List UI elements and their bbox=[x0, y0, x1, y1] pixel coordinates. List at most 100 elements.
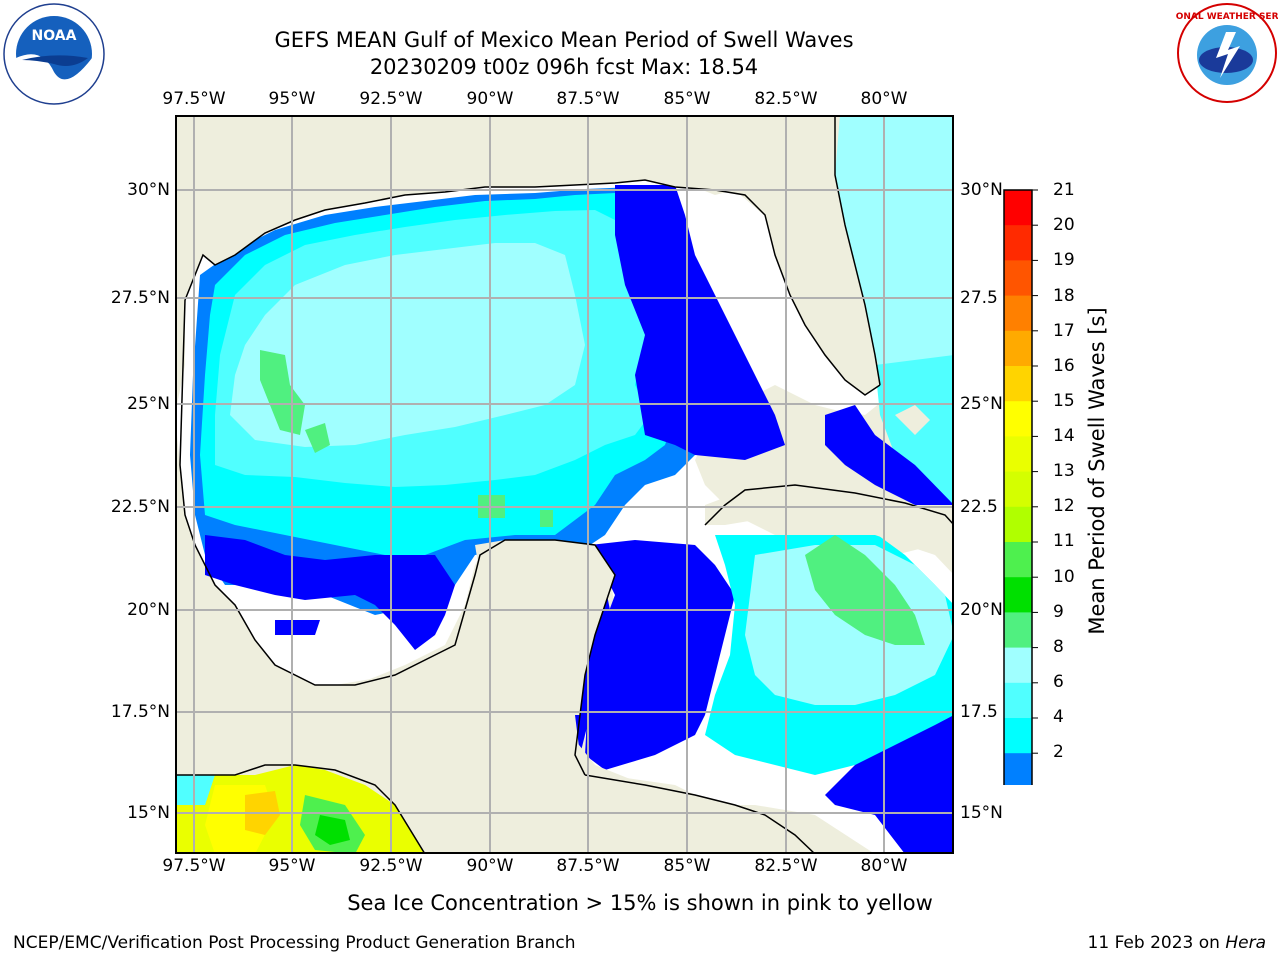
lon-tick-bottom: 85°W bbox=[663, 856, 711, 876]
lon-tick-bottom: 92.5°W bbox=[359, 856, 423, 876]
lon-tick-top: 80°W bbox=[860, 89, 908, 109]
colorbar-segment bbox=[1004, 401, 1032, 437]
pacific-swell-bright-green bbox=[315, 815, 350, 845]
colorbar-label: 14 bbox=[1053, 426, 1075, 446]
lon-tick-bottom: 82.5°W bbox=[754, 856, 818, 876]
colorbar-label: 19 bbox=[1053, 250, 1075, 270]
atlantic-swell-band-under-2 bbox=[825, 405, 954, 505]
colorbar-segment bbox=[1004, 225, 1032, 261]
colorbar-segment bbox=[1004, 436, 1032, 473]
chart-title-line2: 20230209 t00z 096h fcst Max: 18.54 bbox=[369, 55, 759, 79]
land-yucatan bbox=[475, 540, 615, 715]
colorbar-label: 11 bbox=[1053, 531, 1075, 551]
gulf-swell-band-under-2a bbox=[205, 535, 455, 650]
nws-logo-text: NATIONAL WEATHER SERVICE bbox=[1176, 12, 1278, 22]
colorbar-label: 12 bbox=[1053, 496, 1075, 516]
land-central-america bbox=[175, 645, 815, 854]
colorbar-segment bbox=[1004, 612, 1032, 649]
colorbar-title: Mean Period of Swell Waves [s] bbox=[1085, 307, 1109, 635]
colorbar-label: 20 bbox=[1053, 215, 1075, 235]
colorbar-label: 17 bbox=[1053, 321, 1075, 341]
lon-tick-top: 95°W bbox=[268, 89, 316, 109]
footer-host: Hera bbox=[1225, 933, 1266, 953]
lon-tick-top: 82.5°W bbox=[754, 89, 818, 109]
lat-tick-left: 20°N bbox=[127, 600, 170, 620]
colorbar-segment bbox=[1004, 366, 1032, 402]
lat-tick-right: 15°N bbox=[960, 803, 1003, 823]
gulf-swell-band-9-10d bbox=[540, 510, 553, 527]
lat-tick-left: 17.5°N bbox=[110, 702, 170, 722]
colorbar-segment bbox=[1004, 718, 1032, 754]
footer-credit: NCEP/EMC/Verification Post Processing Pr… bbox=[13, 933, 576, 953]
coastline-cuba bbox=[704, 484, 954, 526]
colorbar-label: 21 bbox=[1053, 180, 1075, 200]
colorbar-segment bbox=[1004, 753, 1032, 785]
caribbean-swell-band-8-9 bbox=[745, 545, 954, 705]
nws-logo: NATIONAL WEATHER SERVICE bbox=[1152, 2, 1280, 104]
colorbar-segment bbox=[1004, 471, 1032, 508]
colorbar-segment bbox=[1004, 647, 1032, 684]
land-mexico bbox=[175, 115, 205, 315]
colorbar-segment bbox=[1004, 542, 1032, 578]
colorbar-segment bbox=[1004, 506, 1032, 543]
coastline-mexico bbox=[179, 299, 616, 776]
lon-tick-top: 97.5°W bbox=[162, 89, 226, 109]
noaa-logo-text: NOAA bbox=[32, 28, 77, 44]
caribbean-swell-band-9-10 bbox=[805, 535, 925, 645]
chart-title-line1: GEFS MEAN Gulf of Mexico Mean Period of … bbox=[274, 28, 854, 52]
colorbar-label: 18 bbox=[1053, 286, 1075, 306]
gulf-swell-band-under-2b bbox=[275, 620, 320, 635]
noaa-logo: NOAA bbox=[2, 2, 106, 106]
lon-tick-bottom: 87.5°W bbox=[556, 856, 620, 876]
map-border bbox=[175, 115, 954, 854]
gulf-swell-band-8-9 bbox=[230, 243, 585, 447]
lon-tick-top: 90°W bbox=[466, 89, 514, 109]
map-plot bbox=[175, 115, 954, 854]
lat-tick-right: 27.5 bbox=[960, 288, 998, 308]
lat-tick-right: 22.5 bbox=[960, 497, 998, 517]
coastline-gulf bbox=[184, 179, 881, 396]
footer-date-text: 11 Feb 2023 on bbox=[1087, 933, 1226, 953]
colorbar-segment bbox=[1004, 330, 1032, 367]
colorbar-label: 9 bbox=[1053, 602, 1064, 622]
colorbar-label: 13 bbox=[1053, 461, 1075, 481]
land-bahamas bbox=[895, 405, 930, 435]
gulf-swell-band-9-10a bbox=[260, 350, 305, 435]
lat-tick-left: 25°N bbox=[127, 394, 170, 414]
lon-tick-bottom: 95°W bbox=[268, 856, 316, 876]
gulf-swell-band-9-10b bbox=[305, 423, 330, 453]
gridlines bbox=[175, 115, 954, 854]
coastline-florida-east bbox=[834, 115, 881, 386]
colorbar-segment bbox=[1004, 577, 1032, 613]
lat-tick-left: 27.5°N bbox=[110, 288, 170, 308]
colorbar-label: 16 bbox=[1053, 356, 1075, 376]
colorbar-label: 15 bbox=[1053, 391, 1075, 411]
lon-tick-bottom: 90°W bbox=[466, 856, 514, 876]
colorbar-label: 10 bbox=[1053, 567, 1075, 587]
lat-tick-right: 20°N bbox=[960, 600, 1003, 620]
colorbar-segment bbox=[1004, 190, 1032, 226]
lat-tick-right: 25°N bbox=[960, 394, 1003, 414]
colorbar-segment bbox=[1004, 682, 1032, 719]
lat-tick-left: 30°N bbox=[127, 180, 170, 200]
lon-tick-top: 92.5°W bbox=[359, 89, 423, 109]
lon-tick-top: 87.5°W bbox=[556, 89, 620, 109]
colorbar-label: 8 bbox=[1053, 637, 1064, 657]
lon-tick-bottom: 97.5°W bbox=[162, 856, 226, 876]
caribbean-swell-band-under-2 bbox=[825, 715, 954, 854]
gulf-swell-band-under-2c bbox=[615, 185, 785, 460]
colorbar-border bbox=[1003, 189, 1033, 785]
lat-tick-left: 22.5°N bbox=[110, 497, 170, 517]
sea-ice-note: Sea Ice Concentration > 15% is shown in … bbox=[347, 891, 933, 915]
colorbar-label: 2 bbox=[1053, 742, 1064, 762]
lat-tick-left: 15°N bbox=[127, 803, 170, 823]
colorbar-segment bbox=[1004, 295, 1032, 332]
land-florida bbox=[715, 115, 880, 395]
lon-tick-top: 85°W bbox=[663, 89, 711, 109]
lat-tick-right: 17.5 bbox=[960, 702, 998, 722]
lat-tick-right: 30°N bbox=[960, 180, 1003, 200]
colorbar-segment bbox=[1004, 260, 1032, 297]
colorbar-label: 6 bbox=[1053, 672, 1064, 692]
colorbar bbox=[1003, 189, 1038, 785]
colorbar-label: 4 bbox=[1053, 707, 1064, 727]
